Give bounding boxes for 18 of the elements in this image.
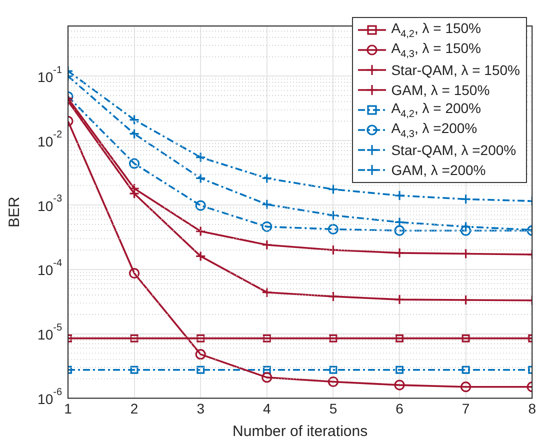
x-axis-title: Number of iterations	[232, 423, 368, 440]
legend-label: Star-QAM, λ =200%	[391, 142, 516, 158]
x-tick-label: 3	[196, 400, 205, 416]
legend-label: A$_{4,2}$, λ = 200%	[391, 100, 482, 120]
legend-label: GAM, λ =200%	[391, 162, 486, 178]
legend-label: Star-QAM, λ = 150%	[391, 62, 520, 78]
legend-label: A$_{4,3}$, λ = 150%	[391, 40, 482, 60]
x-tick-label: 1	[64, 400, 72, 416]
x-tick-label: 8	[528, 400, 536, 416]
x-tick-label: 2	[130, 400, 138, 416]
legend-label: A$_{4,3}$, λ =200%	[391, 120, 478, 140]
x-tick-label: 5	[329, 400, 338, 416]
legend-label: A$_{4,2}$, λ = 150%	[391, 20, 482, 40]
x-tick-label: 6	[396, 400, 404, 416]
y-axis-title: BER	[6, 196, 24, 228]
x-tick-label: 7	[462, 400, 470, 416]
legend-label: GAM, λ = 150%	[391, 82, 490, 98]
x-tick-label: 4	[263, 400, 272, 416]
